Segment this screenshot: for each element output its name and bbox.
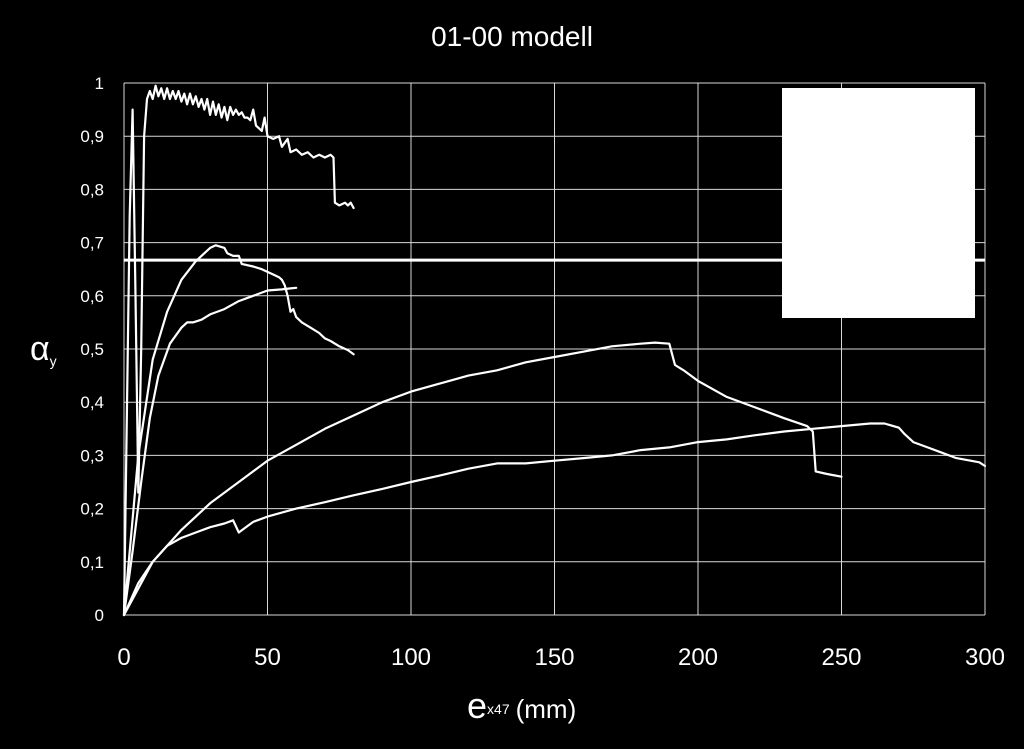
y-tick-label: 0,3 (80, 446, 104, 465)
x-tick-label: 0 (117, 644, 130, 671)
x-axis-label-sub: x47 (487, 701, 510, 717)
x-tick-label: 250 (821, 644, 861, 671)
y-tick-label: 0,9 (80, 127, 104, 146)
series-line-2 (122, 244, 355, 617)
y-tick-label: 0,2 (80, 500, 104, 519)
x-axis-label-unit: (mm) (516, 694, 577, 724)
tick-labels: 0 0,1 0,2 0,3 0,4 0,5 0,6 0,7 0,8 0,9 1 0 50 100 150 20… (80, 74, 1005, 671)
x-tick-label: 150 (534, 644, 574, 671)
legend-box (782, 88, 975, 318)
series-line-1 (122, 84, 355, 617)
x-axis-label: ex47 (mm) (467, 685, 576, 726)
y-axis-label-main: α (30, 330, 50, 368)
y-tick-label: 0,5 (80, 340, 104, 359)
x-tick-label: 100 (391, 644, 431, 671)
y-axis-label: αy (30, 330, 57, 369)
series-line-3 (122, 286, 298, 617)
chart-title: 01-00 modell (431, 21, 593, 52)
y-tick-label: 0,6 (80, 287, 104, 306)
y-tick-label: 0,1 (80, 553, 104, 572)
x-tick-label: 50 (254, 644, 281, 671)
series-line-5 (122, 422, 987, 617)
x-tick-label: 200 (678, 644, 718, 671)
x-tick-label: 300 (965, 644, 1005, 671)
series-line-4 (122, 341, 843, 617)
y-tick-label: 0,7 (80, 234, 104, 253)
y-tick-label: 1 (95, 74, 104, 93)
y-tick-label: 0 (95, 606, 104, 625)
y-axis-label-sub: y (50, 353, 57, 369)
y-tick-label: 0,4 (80, 393, 104, 412)
x-axis-label-main: e (467, 685, 487, 726)
y-tick-label: 0,8 (80, 180, 104, 199)
series-layer (122, 84, 987, 617)
